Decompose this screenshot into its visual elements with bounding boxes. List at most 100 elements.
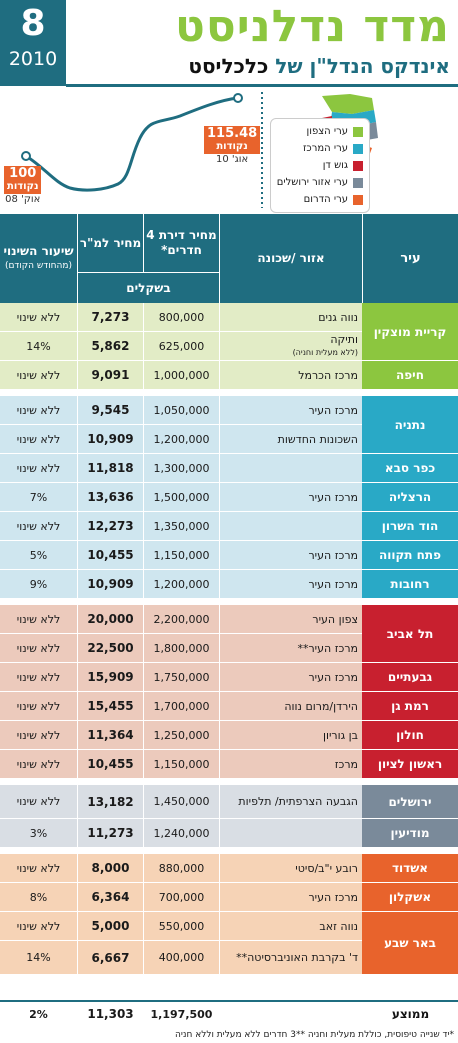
sqm-cell: 10,455: [77, 750, 143, 778]
sqm-cell: 10,909: [77, 425, 143, 453]
table-footer-average: ממוצע 1,197,500 11,303 2%: [0, 1000, 458, 1026]
legend-swatch: [353, 160, 363, 171]
price-cell: 880,000: [143, 854, 219, 882]
col-header-shekels: בשקלים: [77, 272, 219, 303]
area-name: צפון העיר: [312, 612, 358, 626]
area-cell: מרכז העיר: [219, 396, 362, 424]
change-cell: ללא שינוי: [16, 403, 61, 417]
change-cell: 9%: [29, 577, 48, 591]
area-cell: נווה זאב: [219, 912, 362, 940]
sqm-cell: 5,862: [77, 332, 143, 360]
city-name: קריית מוצקין: [362, 303, 458, 361]
area-cell: [219, 454, 362, 482]
city-block: הגבעה הצרפתית/ תלפיות 1,450,000 13,182 ללא …: [0, 785, 458, 819]
price-cell: 1,200,000: [143, 425, 219, 453]
area-cell: בן גוריון: [219, 721, 362, 749]
col-header-sqm: מחיר למ"ר: [77, 214, 143, 272]
area-name: רובע י"ב/סיטי: [295, 861, 358, 875]
price-cell: 700,000: [143, 883, 219, 911]
footnote: *יד שנייה טיפוסית, כוללת מעלית וחניה **3…: [174, 1030, 454, 1040]
city-block: 1,240,000 11,273 3% מודיעין: [0, 819, 458, 848]
price-cell: 1,800,000: [143, 634, 219, 662]
change-cell: 5%: [29, 548, 48, 562]
col-header-area: אזור /שכונה: [219, 214, 362, 303]
sqm-cell: 13,182: [77, 785, 143, 818]
area-name: ותיקה: [330, 333, 358, 346]
price-cell: 1,300,000: [143, 454, 219, 482]
city-name: אשקלון: [362, 883, 458, 912]
table-body: נווה גנים 800,000 7,273 ללא שינוי ותיקה (ללא …: [0, 303, 458, 975]
legend-swatch: [353, 194, 363, 205]
legend-swatch: [353, 143, 363, 154]
city-block: מרכז העיר 1,150,000 10,455 5% פתח תקווה: [0, 541, 458, 570]
col-header-change: שיעור השינוי (מהחודש הקודם): [0, 214, 77, 303]
page-subtitle: אינדקס הנדל"ן של כלכליסט: [188, 52, 450, 80]
city-block: הירדן/מרום נווה 1,700,000 15,455 ללא שינוי ר…: [0, 692, 458, 721]
change-cell: ללא שינוי: [16, 612, 61, 626]
area-name: מרכז העיר**: [297, 641, 358, 655]
issue-number: 8: [20, 3, 46, 44]
city-block: 1,300,000 11,818 ללא שינוי כפר סבא: [0, 454, 458, 483]
average-label: ממוצע: [362, 1002, 458, 1026]
change-cell: ללא שינוי: [16, 757, 61, 771]
city-name: גבעתיים: [362, 663, 458, 692]
city-block: 1,350,000 12,273 ללא שינוי הוד השרון: [0, 512, 458, 541]
sqm-cell: 9,545: [77, 396, 143, 424]
area-name: מרכז העיר: [308, 403, 358, 417]
table-header: עיר אזור /שכונה מחיר דירת 4 חדרים* מחיר …: [0, 214, 458, 303]
city-name: באר שבע: [362, 912, 458, 975]
area-cell: ד' בקרבת האוניברסיטה**: [219, 941, 362, 974]
index-trend-line: [25, 96, 239, 192]
sqm-cell: 8,000: [77, 854, 143, 882]
area-cell: מרכז העיר: [219, 541, 362, 569]
header-divider: [66, 84, 458, 87]
area-cell: [219, 819, 362, 847]
sqm-cell: 12,273: [77, 512, 143, 540]
sqm-cell: 11,273: [77, 819, 143, 847]
change-cell: ללא שינוי: [16, 728, 61, 742]
area-name: בן גוריון: [322, 728, 358, 742]
city-block: רובע י"ב/סיטי 880,000 8,000 ללא שינוי אשדוד: [0, 854, 458, 883]
city-name: מודיעין: [362, 819, 458, 848]
city-block: מרכז העיר 1,050,000 9,545 ללא שינוי השכונות …: [0, 396, 458, 454]
legend-swatch: [353, 126, 363, 137]
legend-label: ערי הצפון: [306, 126, 348, 137]
change-cell: ללא שינוי: [16, 432, 61, 446]
issue-box: 8 2010: [0, 0, 66, 86]
area-cell: צפון העיר: [219, 605, 362, 633]
price-cell: 1,500,000: [143, 483, 219, 511]
start-label: 100 נקודות אוק' 08: [4, 166, 42, 206]
city-name: רחובות: [362, 570, 458, 599]
area-cell: ותיקה (ללא מעלית וחניה): [219, 332, 362, 360]
change-cell: ללא שינוי: [16, 670, 61, 684]
sqm-cell: 6,364: [77, 883, 143, 911]
change-cell: 7%: [29, 490, 48, 504]
city-block: צפון העיר 2,200,000 20,000 ללא שינוי מרכז הע…: [0, 605, 458, 663]
change-cell: ללא שינוי: [16, 919, 61, 933]
sqm-cell: 11,818: [77, 454, 143, 482]
col-header-change-note: (מהחודש הקודם): [4, 260, 73, 271]
city-block: נווה זאב 550,000 5,000 ללא שינוי ד' בקרבת הא…: [0, 912, 458, 975]
sqm-cell: 10,909: [77, 570, 143, 598]
sqm-cell: 9,091: [77, 361, 143, 389]
start-point: [21, 151, 31, 161]
city-block: מרכז העיר 1,500,000 13,636 7% הרצליה: [0, 483, 458, 512]
area-name: הירדן/מרום נווה: [284, 699, 358, 713]
price-cell: 1,150,000: [143, 541, 219, 569]
price-cell: 1,050,000: [143, 396, 219, 424]
map-legend: ערי הצפון ערי המרכז גוש דן ערי אזור ירושלים…: [269, 118, 370, 213]
price-cell: 1,150,000: [143, 750, 219, 778]
end-point: [233, 93, 243, 103]
change-cell: 8%: [29, 890, 48, 904]
change-cell: ללא שינוי: [16, 310, 61, 324]
change-cell: 14%: [26, 951, 51, 964]
change-cell: ללא שינוי: [16, 368, 61, 382]
area-name: מרכז העיר: [308, 490, 358, 504]
price-cell: 800,000: [143, 303, 219, 331]
end-label: 115.48 נקודות אוג' 10: [204, 126, 261, 166]
city-block: נווה גנים 800,000 7,273 ללא שינוי ותיקה (ללא …: [0, 303, 458, 361]
area-cell: הירדן/מרום נווה: [219, 692, 362, 720]
legend-label: ערי אזור ירושלים: [276, 177, 348, 188]
area-name: מרכז העיר: [308, 670, 358, 684]
area-name: נווה גנים: [318, 310, 358, 324]
